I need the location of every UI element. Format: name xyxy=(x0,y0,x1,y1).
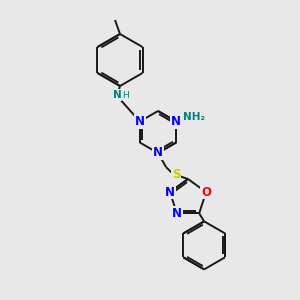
Text: S: S xyxy=(172,169,180,182)
Text: N: N xyxy=(171,115,181,128)
Text: N: N xyxy=(112,90,122,100)
Text: N: N xyxy=(153,146,163,160)
Text: O: O xyxy=(201,186,211,199)
Text: N: N xyxy=(165,186,175,199)
Text: N: N xyxy=(172,207,182,220)
Text: NH₂: NH₂ xyxy=(183,112,205,122)
Text: N: N xyxy=(135,115,145,128)
Text: H: H xyxy=(122,92,129,100)
